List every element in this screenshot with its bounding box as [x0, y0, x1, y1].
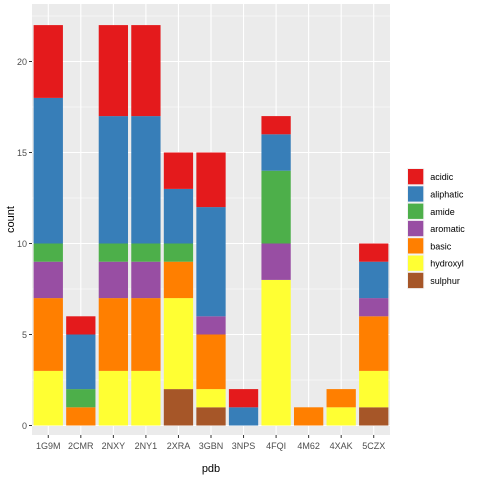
bar-segment-2NXY-aromatic — [98, 261, 129, 299]
x-tick-label: 1G9M — [36, 441, 61, 451]
y-axis-title: count — [5, 206, 17, 233]
bar-segment-2XRA-hydroxyl — [163, 298, 194, 390]
bar-segment-2NY1-acidic — [131, 25, 161, 117]
bar-segment-2XRA-basic — [163, 261, 194, 299]
y-tick-label: 5 — [22, 330, 27, 340]
bar-segment-2NY1-aromatic — [131, 261, 161, 299]
bar-segment-1G9M-amide — [33, 243, 63, 262]
bar-segment-2NY1-aliphatic — [131, 116, 161, 244]
y-tick-label: 20 — [17, 57, 27, 67]
bar-segment-2NY1-hydroxyl — [131, 370, 161, 426]
bar-segment-1G9M-basic — [33, 298, 63, 371]
bar-segment-4FQI-aliphatic — [261, 134, 291, 171]
legend-label-amide: amide — [430, 207, 455, 217]
bar-segment-1G9M-aromatic — [33, 261, 63, 299]
bar-segment-3GBN-basic — [196, 334, 226, 390]
legend-swatch-acidic — [408, 169, 424, 185]
x-tick-label: 5CZX — [362, 441, 385, 451]
bar-segment-2NY1-basic — [131, 298, 161, 371]
x-axis-title: pdb — [202, 463, 220, 475]
x-tick-label: 2NY1 — [135, 441, 158, 451]
x-tick-label: 3NPS — [232, 441, 256, 451]
x-tick-label: 2XRA — [167, 441, 191, 451]
x-axis: 1G9M 2CMR 2NXY 2NY1 2XRA 3GBN 3NPS 4FQI 4M62 4XAK… — [36, 435, 385, 451]
x-tick-label: 4M62 — [297, 441, 320, 451]
legend-swatch-aromatic — [408, 220, 424, 237]
bar-segment-3GBN-hydroxyl — [196, 389, 226, 408]
bar-segment-4FQI-amide — [261, 170, 291, 244]
bar-segment-5CZX-hydroxyl — [359, 370, 389, 408]
legend-swatch-basic — [408, 238, 424, 254]
bar-segment-2NXY-basic — [98, 298, 129, 371]
x-tick-label: 4XAK — [330, 441, 353, 451]
bar-segment-1G9M-hydroxyl — [33, 370, 63, 426]
bar-segment-2NXY-aliphatic — [98, 116, 129, 244]
bar-segment-5CZX-acidic — [359, 243, 389, 262]
bar-segment-3GBN-sulphur — [196, 407, 226, 426]
bar-segment-4FQI-hydroxyl — [261, 279, 291, 426]
bar-segment-2NXY-hydroxyl — [98, 370, 129, 426]
legend-swatch-amide — [408, 203, 424, 219]
bar-segment-2CMR-amide — [66, 389, 96, 408]
legend-label-aliphatic: aliphatic — [430, 189, 464, 199]
y-tick-label: 15 — [17, 148, 27, 158]
bars-layer — [33, 25, 389, 426]
bar-segment-3GBN-acidic — [196, 152, 226, 208]
bar-segment-5CZX-aliphatic — [359, 261, 389, 299]
legend-label-acidic: acidic — [430, 172, 454, 182]
bar-segment-4FQI-aromatic — [261, 243, 291, 280]
bar-segment-2CMR-basic — [66, 407, 96, 426]
legend-swatch-sulphur — [408, 272, 424, 289]
bar-segment-2XRA-sulphur — [163, 389, 194, 426]
bar-segment-4FQI-acidic — [261, 116, 291, 135]
bar-segment-5CZX-sulphur — [359, 407, 389, 426]
y-tick-label: 0 — [22, 421, 27, 431]
x-tick-label: 2CMR — [68, 441, 94, 451]
x-tick-label: 2NXY — [102, 441, 126, 451]
bar-segment-5CZX-aromatic — [359, 298, 389, 317]
bar-segment-3NPS-acidic — [228, 389, 259, 408]
bar-segment-1G9M-aliphatic — [33, 97, 63, 244]
bar-segment-4XAK-hydroxyl — [326, 407, 356, 426]
legend-label-hydroxyl: hydroxyl — [430, 259, 464, 269]
bar-segment-4M62-basic — [293, 407, 324, 426]
legend-label-aromatic: aromatic — [430, 224, 465, 234]
bar-segment-2NY1-amide — [131, 243, 161, 262]
legend-label-sulphur: sulphur — [430, 276, 460, 286]
y-axis: 0 5 10 15 20 — [17, 57, 32, 431]
legend-swatch-hydroxyl — [408, 255, 424, 271]
bar-segment-3GBN-aromatic — [196, 316, 226, 335]
x-tick-label: 3GBN — [199, 441, 224, 451]
bar-segment-1G9M-acidic — [33, 25, 63, 98]
bar-segment-2CMR-aliphatic — [66, 334, 96, 390]
bar-segment-2NXY-amide — [98, 243, 129, 262]
bar-segment-5CZX-basic — [359, 316, 389, 371]
bar-segment-2XRA-amide — [163, 243, 194, 262]
bar-segment-2XRA-aliphatic — [163, 188, 194, 244]
bar-segment-2CMR-acidic — [66, 316, 96, 335]
bar-segment-2NXY-acidic — [98, 25, 129, 117]
bar-segment-4XAK-basic — [326, 389, 356, 408]
bar-segment-3GBN-aliphatic — [196, 207, 226, 317]
legend-swatch-aliphatic — [408, 186, 424, 202]
legend: acidic aliphatic amide aromatic basic hydroxy… — [407, 168, 465, 290]
x-tick-label: 4FQI — [266, 441, 286, 451]
bar-segment-2XRA-acidic — [163, 152, 194, 189]
y-tick-label: 10 — [17, 239, 27, 249]
bar-segment-3NPS-aliphatic — [228, 407, 259, 426]
legend-label-basic: basic — [430, 241, 452, 251]
